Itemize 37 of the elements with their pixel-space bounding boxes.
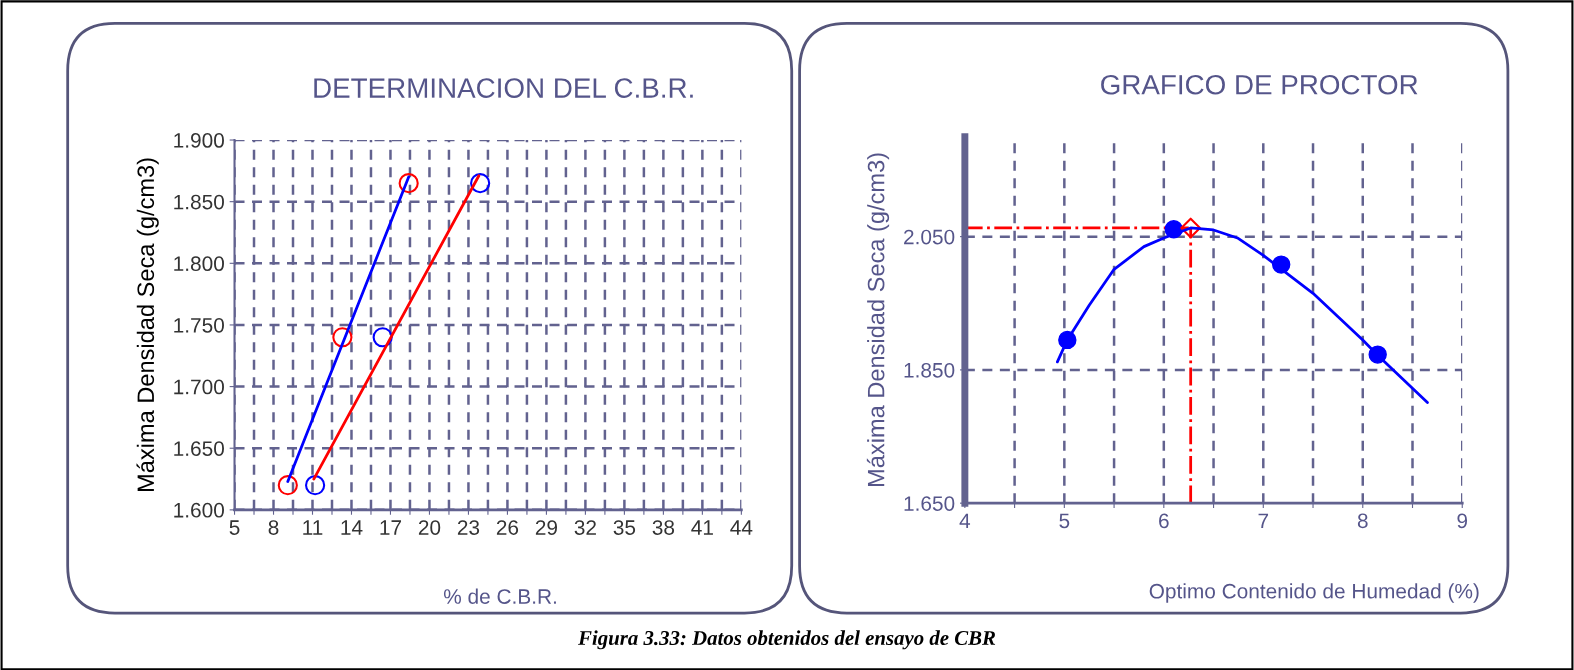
- x-tick-label: 7: [1258, 513, 1269, 528]
- x-tick-label: 11: [303, 520, 323, 535]
- y-tick-label: 1.750: [174, 317, 224, 333]
- y-tick-label: 1.650: [174, 441, 224, 456]
- x-tick-label: 35: [613, 520, 636, 535]
- x-tick-label: 23: [457, 520, 480, 535]
- x-tick-label: 4: [959, 513, 971, 528]
- x-tick-label: 6: [1159, 513, 1169, 529]
- x-tick-label: 9: [1457, 513, 1468, 529]
- y-tick-label: 1.650: [904, 496, 955, 511]
- text: Figura 3.33: Datos obtenidos del ensayo de CBR: [578, 630, 996, 650]
- y-tick-label: 1.800: [174, 256, 224, 272]
- chart-title: DETERMINACION DEL C.B.R.: [314, 78, 693, 98]
- y-tick-label: 1.900: [174, 133, 224, 148]
- y-tick-label: 1.850: [904, 362, 955, 378]
- x-tick-label: 32: [574, 520, 596, 535]
- x-axis-title: Optimo Contenido de Humedad (%): [1149, 583, 1479, 603]
- x-tick-label: 8: [268, 520, 279, 535]
- y-tick-label: 1.600: [174, 502, 224, 518]
- x-tick-label: 5: [1059, 513, 1070, 529]
- x-tick-label: 17: [380, 520, 402, 535]
- y-tick-label: 1.850: [174, 194, 224, 210]
- x-tick-label: 44: [730, 520, 753, 535]
- x-tick-label: 8: [1357, 513, 1368, 529]
- x-tick-label: 26: [496, 520, 519, 535]
- y-tick-label: 2.050: [904, 229, 955, 245]
- x-axis-title: % de C.B.R.: [443, 588, 556, 604]
- y-axis-title: Máxima Densidad Seca (g/cm3): [866, 153, 890, 486]
- x-tick-label: 5: [229, 520, 240, 535]
- chart-title: GRAFICO DE PROCTOR: [1101, 74, 1418, 95]
- x-tick-label: 41: [691, 520, 713, 535]
- y-axis-title: Máxima Densidad Seca (g/cm3): [136, 158, 159, 491]
- x-tick-label: 20: [418, 520, 441, 535]
- x-tick-label: 38: [652, 520, 675, 535]
- x-tick-label: 29: [535, 520, 558, 535]
- y-tick-label: 1.700: [174, 379, 224, 395]
- x-tick-label: 14: [341, 520, 363, 535]
